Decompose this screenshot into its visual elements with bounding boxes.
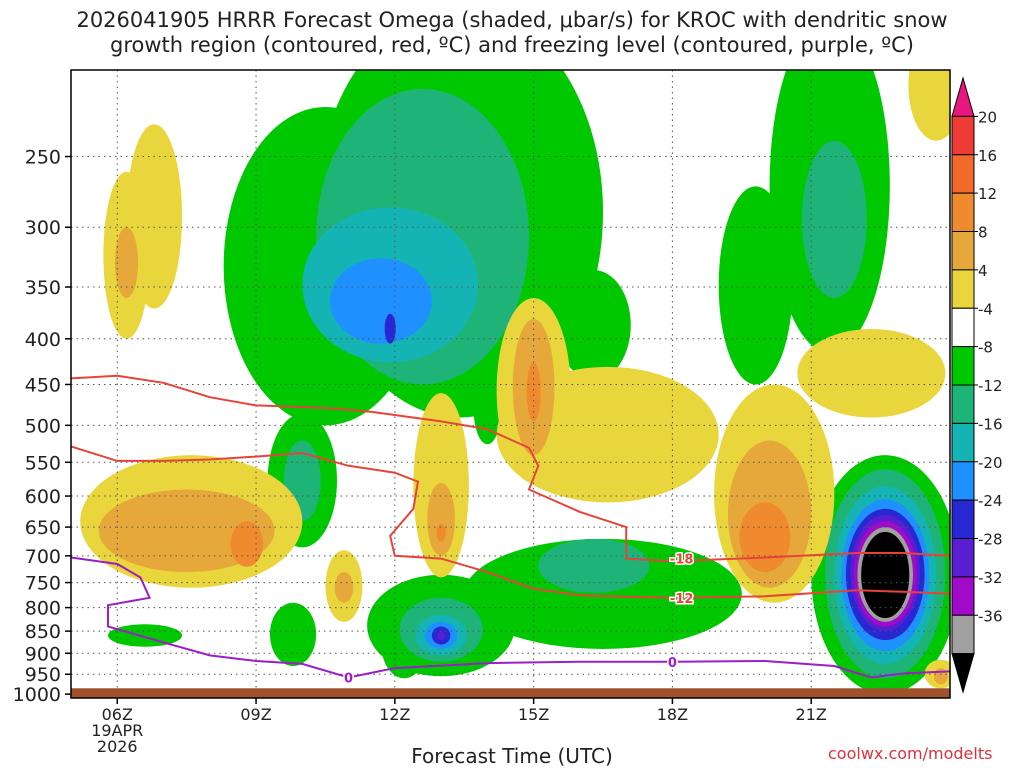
omega-region-35 bbox=[114, 227, 139, 298]
x-tick-sublabel-1: 2026 bbox=[97, 737, 138, 756]
x-tick-sublabel-0: 19APR bbox=[91, 721, 143, 740]
y-tick-label-1000: 1000 bbox=[13, 684, 61, 706]
omega-region-5 bbox=[384, 313, 396, 344]
colorbar-bin-4 bbox=[951, 231, 975, 271]
colorbar-label-3: 8 bbox=[978, 224, 988, 242]
y-tick-label-450: 450 bbox=[25, 374, 61, 396]
colorbar-label-10: -24 bbox=[978, 492, 1003, 510]
colorbar-label-6: -8 bbox=[978, 339, 993, 357]
colorbar-bin-6 bbox=[951, 307, 975, 348]
omega-region-54 bbox=[933, 668, 948, 685]
omega-region-42 bbox=[427, 482, 455, 556]
colorbar-label-13: -36 bbox=[978, 607, 1003, 625]
colorbar-label-9: -20 bbox=[978, 454, 1003, 472]
colorbar-bin-8 bbox=[951, 384, 975, 424]
site-credit: coolwx.com/modelts bbox=[828, 744, 993, 763]
y-tick-label-800: 800 bbox=[25, 598, 61, 620]
colorbar-label-8: -16 bbox=[978, 415, 1003, 433]
colorbar-top-arrow bbox=[951, 76, 975, 117]
colorbar-bin-9 bbox=[951, 422, 975, 463]
dgz-contour-label-18: -18 bbox=[670, 553, 694, 568]
omega-region-50 bbox=[739, 502, 791, 573]
colorbar-bin-13 bbox=[951, 576, 975, 616]
chart-title-line-2: growth region (contoured, red, ºC) and f… bbox=[110, 33, 914, 57]
y-tick-label-550: 550 bbox=[25, 452, 61, 474]
freezing-level-label-1: 0 bbox=[668, 656, 677, 671]
omega-region-40 bbox=[334, 572, 354, 603]
omega-region-51 bbox=[797, 328, 946, 418]
ground-surface bbox=[71, 688, 950, 698]
colorbar-bin-3 bbox=[951, 192, 975, 232]
dgz-contour-18 bbox=[71, 374, 950, 563]
y-tick-label-650: 650 bbox=[25, 517, 61, 539]
colorbar-bin-7 bbox=[951, 346, 975, 386]
omega-region-19 bbox=[108, 624, 183, 647]
y-tick-label-950: 950 bbox=[25, 664, 61, 686]
x-tick-label-21Z: 21Z bbox=[796, 705, 827, 724]
dgz-contour-label-12: -12 bbox=[670, 592, 694, 607]
omega-region-20 bbox=[556, 270, 631, 381]
colorbar-bin-5 bbox=[951, 269, 975, 309]
omega-region-34 bbox=[126, 124, 183, 309]
y-tick-label-500: 500 bbox=[25, 415, 61, 437]
omega-region-8 bbox=[473, 371, 502, 445]
omega-region-38 bbox=[230, 521, 263, 567]
omega-region-52 bbox=[908, 70, 950, 141]
omega-region-47 bbox=[526, 362, 541, 422]
colorbar-label-7: -12 bbox=[978, 377, 1003, 395]
colorbar-bin-12 bbox=[951, 538, 975, 578]
x-tick-label-12Z: 12Z bbox=[379, 705, 410, 724]
y-tick-label-250: 250 bbox=[25, 147, 61, 169]
colorbar-label-12: -32 bbox=[978, 569, 1003, 587]
omega-region-43 bbox=[436, 524, 446, 542]
omega-region-17 bbox=[538, 538, 650, 593]
omega-region-18 bbox=[269, 602, 317, 666]
freezing-level-label-0: 0 bbox=[344, 672, 353, 687]
omega-region-32 bbox=[861, 531, 910, 619]
y-tick-label-600: 600 bbox=[25, 486, 61, 508]
y-tick-label-750: 750 bbox=[25, 573, 61, 595]
colorbar-bottom-arrow bbox=[951, 653, 975, 694]
y-tick-label-900: 900 bbox=[25, 643, 61, 665]
y-axis-ticks: 2503003504004505005506006507007508008509… bbox=[13, 147, 71, 706]
colorbar-label-1: 16 bbox=[978, 147, 997, 165]
freezing-level-contour bbox=[71, 556, 950, 679]
y-tick-label-400: 400 bbox=[25, 329, 61, 351]
x-tick-label-18Z: 18Z bbox=[657, 705, 688, 724]
omega-region-16 bbox=[437, 631, 445, 641]
colorbar-label-0: 20 bbox=[978, 108, 997, 126]
omega-shading bbox=[80, 70, 950, 695]
chart-title-line-1: 2026041905 HRRR Forecast Omega (shaded, … bbox=[76, 8, 948, 32]
y-tick-label-300: 300 bbox=[25, 217, 61, 239]
colorbar-bin-10 bbox=[951, 461, 975, 501]
omega-region-37 bbox=[98, 489, 275, 573]
x-tick-label-06Z: 06Z bbox=[102, 705, 133, 724]
y-tick-label-700: 700 bbox=[25, 546, 61, 568]
colorbar-bin-11 bbox=[951, 499, 975, 539]
colorbar-label-5: -4 bbox=[978, 300, 993, 318]
x-tick-label-15Z: 15Z bbox=[518, 705, 549, 724]
colorbar-bin-1 bbox=[951, 115, 975, 156]
y-tick-label-850: 850 bbox=[25, 621, 61, 643]
contour-lines: -18 -12 0 0 bbox=[71, 374, 950, 688]
dgz-contour-12 bbox=[71, 445, 950, 599]
colorbar-label-11: -28 bbox=[978, 531, 1003, 549]
x-axis-label: Forecast Time (UTC) bbox=[411, 744, 613, 768]
omega-region-4 bbox=[330, 258, 432, 344]
x-tick-label-09Z: 09Z bbox=[240, 705, 271, 724]
colorbar-bin-14 bbox=[951, 614, 975, 655]
omega-colorbar: 20 16 12 8 4 -4 -8 -12 -16 -20 -24 -28 -32 -36 bbox=[951, 76, 1003, 694]
y-tick-label-350: 350 bbox=[25, 277, 61, 299]
colorbar-label-2: 12 bbox=[978, 185, 997, 203]
colorbar-bin-2 bbox=[951, 154, 975, 194]
colorbar-label-4: 4 bbox=[978, 262, 988, 280]
omega-region-23 bbox=[801, 140, 867, 298]
